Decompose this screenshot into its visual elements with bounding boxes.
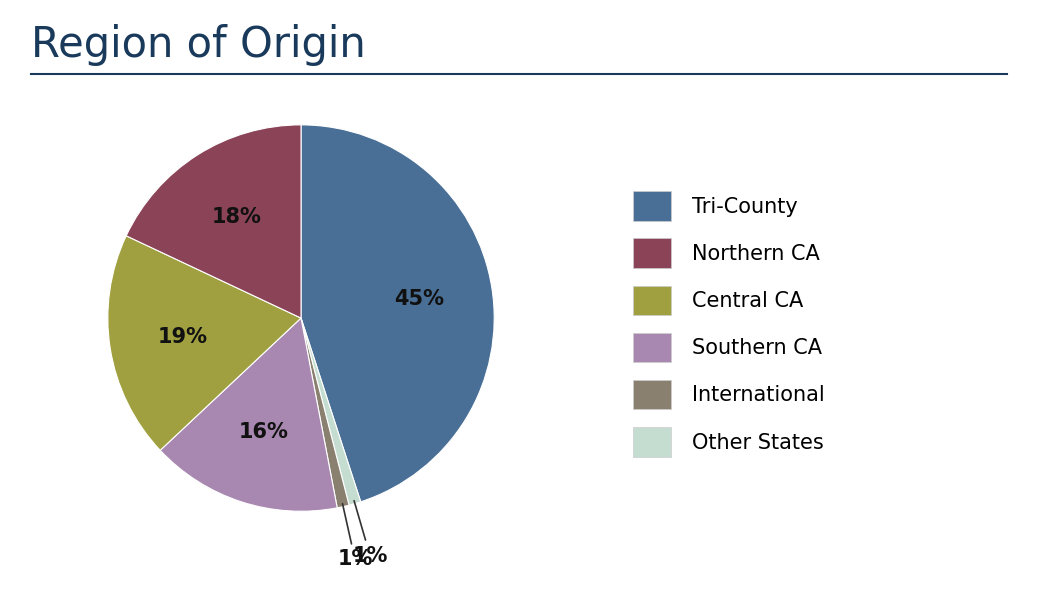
- Text: 1%: 1%: [352, 501, 388, 565]
- Text: 1%: 1%: [337, 504, 373, 570]
- Text: 18%: 18%: [212, 207, 262, 227]
- Wedge shape: [301, 125, 494, 502]
- Wedge shape: [108, 236, 301, 451]
- Wedge shape: [301, 318, 349, 508]
- Text: Region of Origin: Region of Origin: [31, 24, 365, 65]
- Legend: Tri-County, Northern CA, Central CA, Southern CA, International, Other States: Tri-County, Northern CA, Central CA, Sou…: [633, 191, 824, 456]
- Wedge shape: [127, 125, 301, 318]
- Text: 19%: 19%: [158, 327, 208, 347]
- Text: 16%: 16%: [239, 422, 289, 442]
- Wedge shape: [160, 318, 337, 511]
- Text: 45%: 45%: [394, 289, 444, 309]
- Wedge shape: [301, 318, 361, 505]
